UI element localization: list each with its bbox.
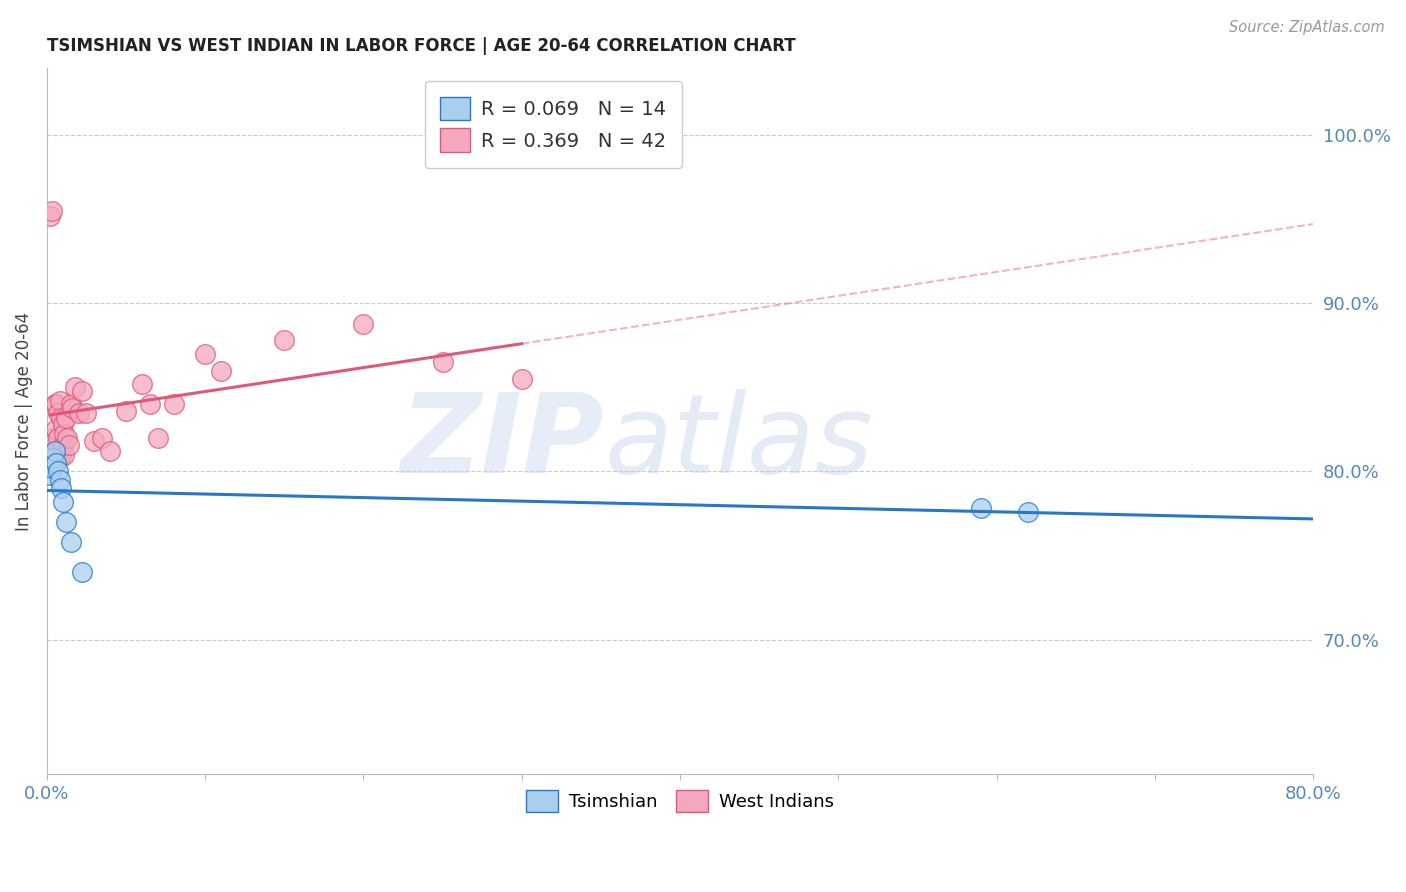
- Point: [83, 434, 105, 449]
- Point: [70, 566, 93, 580]
- Point: [49, 410, 72, 425]
- Point: [42, 431, 65, 445]
- Point: [44, 434, 66, 449]
- Y-axis label: In Labor Force | Age 20-64: In Labor Force | Age 20-64: [15, 311, 32, 531]
- Point: [52, 495, 75, 509]
- Point: [45, 456, 67, 470]
- Point: [56, 431, 79, 445]
- Text: ZIP: ZIP: [401, 389, 605, 496]
- Point: [510, 372, 533, 386]
- Point: [58, 437, 80, 451]
- Point: [53, 448, 76, 462]
- Point: [39, 467, 62, 482]
- Point: [98, 444, 121, 458]
- Point: [55, 410, 77, 425]
- Point: [42, 450, 65, 465]
- Point: [49, 448, 72, 462]
- Point: [46, 406, 69, 420]
- Point: [46, 431, 69, 445]
- Point: [139, 397, 162, 411]
- Point: [1017, 505, 1039, 519]
- Point: [45, 422, 67, 436]
- Point: [44, 397, 66, 411]
- Point: [162, 397, 184, 411]
- Point: [146, 431, 169, 445]
- Point: [44, 444, 66, 458]
- Point: [48, 450, 70, 465]
- Point: [48, 473, 70, 487]
- Point: [209, 363, 232, 377]
- Point: [91, 431, 114, 445]
- Point: [60, 401, 83, 415]
- Text: atlas: atlas: [605, 389, 873, 496]
- Text: Source: ZipAtlas.com: Source: ZipAtlas.com: [1229, 20, 1385, 35]
- Point: [59, 397, 82, 411]
- Point: [75, 406, 97, 420]
- Point: [65, 380, 87, 394]
- Point: [70, 384, 93, 398]
- Point: [48, 393, 70, 408]
- Point: [41, 203, 63, 218]
- Point: [353, 317, 375, 331]
- Text: TSIMSHIAN VS WEST INDIAN IN LABOR FORCE | AGE 20-64 CORRELATION CHART: TSIMSHIAN VS WEST INDIAN IN LABOR FORCE …: [46, 37, 796, 55]
- Point: [55, 515, 77, 529]
- Point: [42, 450, 65, 465]
- Point: [39, 209, 62, 223]
- Point: [53, 427, 76, 442]
- Point: [52, 417, 75, 432]
- Point: [432, 355, 454, 369]
- Point: [59, 535, 82, 549]
- Legend: Tsimshian, West Indians: Tsimshian, West Indians: [513, 778, 846, 825]
- Point: [41, 448, 63, 462]
- Point: [970, 501, 993, 516]
- Point: [273, 334, 295, 348]
- Point: [52, 437, 75, 451]
- Point: [46, 465, 69, 479]
- Point: [49, 481, 72, 495]
- Point: [45, 397, 67, 411]
- Point: [131, 377, 153, 392]
- Point: [194, 347, 217, 361]
- Point: [41, 461, 63, 475]
- Point: [67, 406, 90, 420]
- Point: [115, 404, 138, 418]
